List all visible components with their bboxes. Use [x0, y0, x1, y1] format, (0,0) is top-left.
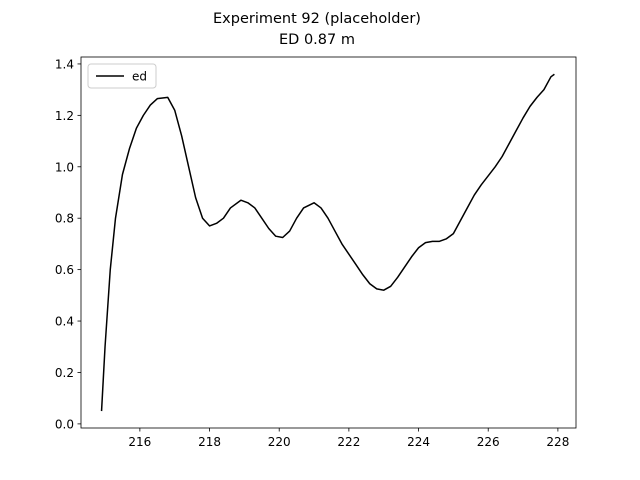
x-tick-label: 226: [477, 435, 500, 449]
y-tick-label: 1.4: [55, 57, 74, 71]
y-tick-label: 1.2: [55, 109, 74, 123]
line: [100, 73, 555, 412]
x-tick-label: 216: [128, 435, 151, 449]
y-tick-label: 0.4: [55, 315, 74, 329]
x-tick-label: 218: [198, 435, 221, 449]
y-tick-label: 0.2: [55, 366, 74, 380]
y-tick-label: 0.8: [55, 212, 74, 226]
x-tick-label: 222: [337, 435, 360, 449]
legend-label: ed: [132, 70, 147, 84]
chart-subtitle: ED 0.87 m: [279, 32, 355, 48]
y-tick-label: 1.0: [55, 160, 74, 174]
x-tick-label: 228: [546, 435, 569, 449]
x-tick-label: 220: [268, 435, 291, 449]
chart-title: Experiment 92 (placeholder): [213, 11, 421, 27]
y-tick-label: 0.6: [55, 263, 74, 277]
plot-frame: [80, 56, 577, 429]
y-tick-label: 0.0: [55, 417, 74, 431]
x-tick-label: 224: [407, 435, 430, 449]
